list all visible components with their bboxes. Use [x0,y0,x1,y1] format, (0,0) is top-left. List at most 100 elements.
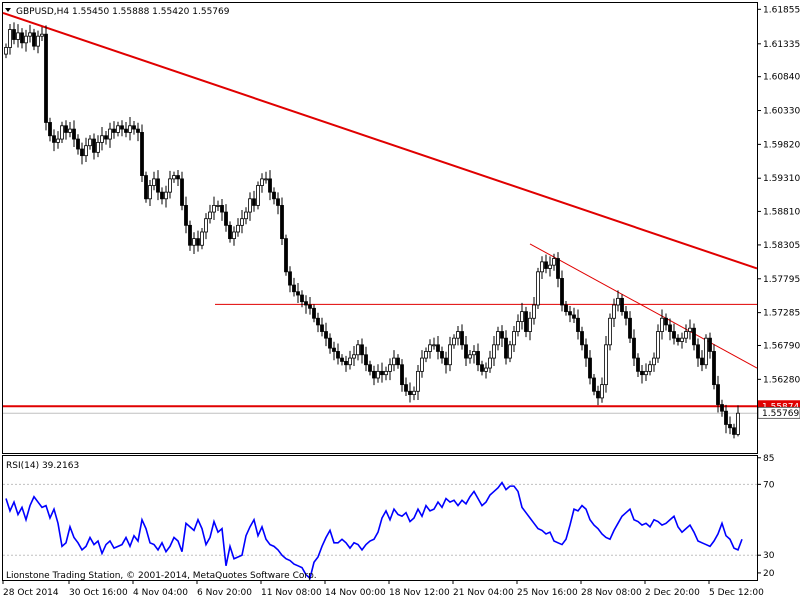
candle [188,220,192,251]
candle [40,27,44,41]
candle [468,349,472,364]
candle [408,382,412,403]
candle [132,121,136,135]
candle [332,341,336,361]
candle [400,359,404,392]
rsi-tick-label: 70 [763,480,775,490]
candle [712,344,716,390]
candle [404,377,408,397]
candle [512,325,516,352]
candle [628,311,632,343]
candle [580,326,584,351]
candle [20,28,24,49]
candle [652,352,656,372]
candle [396,354,400,369]
candle [492,336,496,367]
candle [152,171,156,191]
candle [412,386,416,401]
candle [172,171,176,183]
main-trendline[interactable] [2,12,758,270]
price-tick-label: 1.56280 [763,375,800,385]
candle [260,173,264,193]
candle [100,126,104,151]
main-chart-frame [2,2,758,454]
candle [168,170,172,199]
candle [524,306,528,338]
time-tick-label: 6 Nov 20:00 [197,588,252,598]
time-tick-label: 25 Nov 16:00 [517,588,578,598]
candle [692,323,696,351]
candle [584,338,588,367]
candle [308,297,312,315]
candle [388,358,392,381]
candle [200,228,204,250]
candle [148,179,152,206]
candle [436,336,440,360]
candle [384,366,388,381]
candle [528,311,532,341]
chart-menu-triangle-icon[interactable] [5,8,11,12]
trendlines [2,12,758,369]
candle [164,185,168,208]
candle [644,363,648,382]
price-tags: 1.558741.55769 [757,400,800,419]
candle [284,234,288,276]
candle [120,120,124,137]
time-tick-label: 11 Nov 08:00 [261,588,322,598]
candle [180,171,184,211]
candle [84,137,88,163]
candle [632,329,636,367]
candle [560,270,564,312]
candle [676,334,680,346]
rsi-panel-frame [2,455,758,581]
symbol-info: GBPUSD,H4 1.55450 1.55888 1.55420 1.5576… [16,7,230,17]
candle [708,332,712,359]
candle [44,25,48,131]
candle [696,338,700,367]
candle [96,135,100,158]
candle [420,350,424,378]
candle [432,337,436,350]
candle [24,29,28,52]
candle [216,200,220,212]
candle [548,256,552,277]
candle [488,350,492,373]
candle [552,253,556,271]
candle [736,405,740,437]
time-tick-label: 28 Oct 2014 [3,588,59,598]
candle [664,313,668,331]
candle [184,196,188,234]
candle [232,226,236,246]
candle [656,324,660,363]
candle [392,350,396,372]
candle [208,204,212,224]
candle [460,324,464,350]
candle [600,377,604,403]
candle [80,142,84,165]
candle [472,345,476,364]
time-tick-label: 4 Nov 04:00 [133,588,188,598]
candle [732,423,736,439]
candle [660,309,664,340]
secondary-trendline[interactable] [529,243,758,369]
price-tick-label: 1.61335 [763,40,800,50]
candle [688,319,692,340]
candle [588,350,592,385]
candle [88,135,92,150]
candle [672,323,676,345]
candle [456,325,460,346]
candle [296,282,300,303]
candle [352,346,356,367]
candle [244,207,248,225]
copyright-text: Lionstone Trading Station, © 2001-2014, … [6,571,317,581]
price-tick-label: 1.59820 [763,140,800,150]
candle [288,266,292,293]
candle [312,304,316,323]
candle [356,340,360,361]
current-price-tag-text: 1.55769 [762,409,799,419]
candle [196,230,200,252]
candle [608,313,612,351]
candle [612,298,616,328]
